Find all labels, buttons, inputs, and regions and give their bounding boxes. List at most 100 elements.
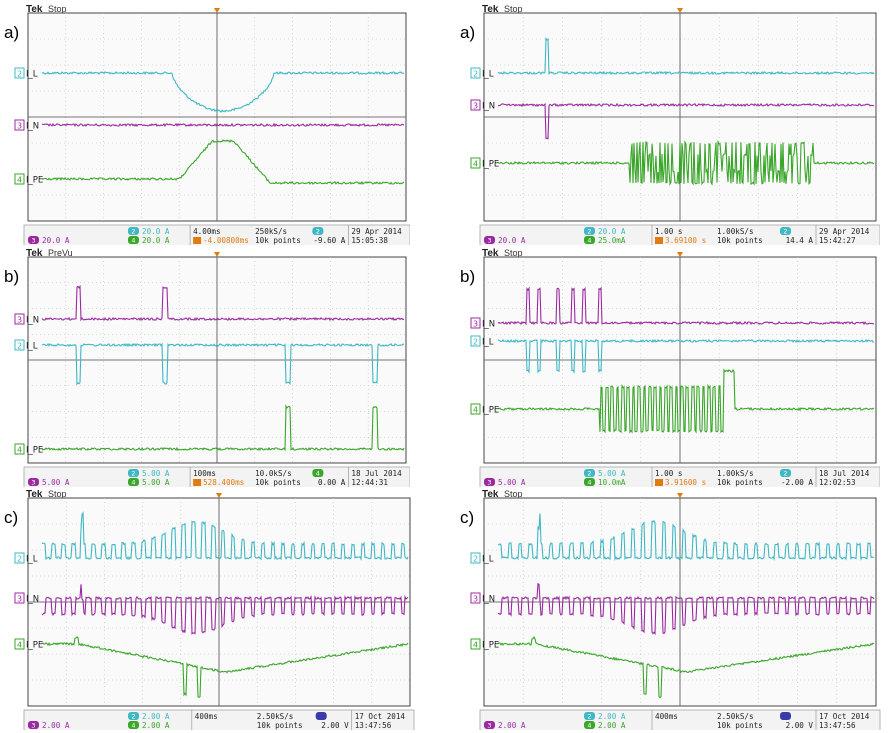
channel-marker: 3 <box>470 99 481 111</box>
trace-i-pe <box>498 139 875 186</box>
sample-rate: 2.50kS/s <box>257 712 294 721</box>
svg-text:4: 4 <box>17 176 22 185</box>
trace-i-n <box>41 584 409 635</box>
trace-i-n <box>497 102 874 140</box>
channel-badge: 2 <box>783 227 787 235</box>
channel-badge: 3 <box>31 478 35 486</box>
channel-badge: 2 <box>131 712 135 720</box>
series-label: I_L <box>26 70 38 80</box>
status-bar: 3 20.0 A 2 20.0 A 4 25.0mA 1.00 s 1.00kS/s 3.691… <box>479 224 880 245</box>
series-label: I_PE <box>26 176 43 186</box>
trigger-level: 0.00 A <box>318 478 346 487</box>
sample-rate: 2.50kS/s <box>717 712 754 721</box>
trace-i-pe <box>41 636 409 698</box>
ch2-scale: 20.0 A <box>598 227 626 236</box>
scope-screen: Tek Stop 2 I_L 3 I_N 4 I_PE 3 2.00 A 2 2.00 A 4 2.00 … <box>14 490 415 730</box>
svg-text:3: 3 <box>473 320 478 329</box>
svg-text:4: 4 <box>17 641 22 650</box>
record-length: 10k points <box>717 721 763 730</box>
svg-text:3: 3 <box>473 595 478 604</box>
panel-label: a) <box>460 23 476 42</box>
status-bar: 3 20.0 A 2 20.0 A 4 20.0 A 4.00ms 250kS/s -4.008… <box>23 224 410 245</box>
trace-i-l <box>41 342 404 386</box>
svg-text:4: 4 <box>473 641 478 650</box>
trace-i-pe <box>497 636 875 699</box>
capture-date: 17 Oct 2014 <box>819 712 870 721</box>
svg-text:4: 4 <box>473 406 478 415</box>
acquisition-state: Stop <box>48 490 67 499</box>
scope-panel-1: Tek Stop 2 I_L 3 I_N 4 I_PE 3 20.0 A 2 20.0 A 4 20.0 … <box>0 5 410 245</box>
scope-screen: Tek Stop 3 I_N 2 I_L 4 I_PE 3 5.00 A 2 5.00 A 4 10.0m… <box>470 248 880 487</box>
ch2-scale: 5.00 A <box>142 469 170 478</box>
record-length: 10k points <box>255 478 301 487</box>
ch3-scale: 5.00 A <box>498 478 526 487</box>
series-label: I_N <box>26 595 39 605</box>
scope-panel-5: Tek Stop 2 I_L 3 I_N 4 I_PE 3 2.00 A 2 2.00 A 4 2.00 … <box>0 490 430 730</box>
sample-rate: 10.0kS/s <box>255 469 292 478</box>
trigger-position-marker <box>216 493 222 498</box>
channel-badge: 4 <box>587 236 591 244</box>
ch3-scale: 20.0 A <box>498 236 526 245</box>
trigger-level: 2.00 V <box>321 721 349 730</box>
ch4-scale: 2.00 A <box>142 721 170 730</box>
series-label: I_N <box>482 595 495 605</box>
capture-date: 18 Jul 2014 <box>351 469 402 478</box>
svg-text:2: 2 <box>473 338 478 347</box>
record-length: 10k points <box>257 721 303 730</box>
scope-screen: Tek PreVu 3 I_N 2 I_L 4 I_PE 3 5.00 A 2 5.00 A 4 5.00… <box>14 248 410 487</box>
ch3-scale: 20.0 A <box>42 236 70 245</box>
capture-time: 12:02:53 <box>819 478 856 487</box>
ch4-scale: 20.0 A <box>142 236 170 245</box>
series-label: I_L <box>26 342 38 352</box>
capture-time: 15:42:27 <box>819 236 856 245</box>
timebase: 1.00 s <box>655 227 682 236</box>
capture-time: 13:47:56 <box>355 721 392 730</box>
svg-text:3: 3 <box>473 102 478 111</box>
trigger-position-marker <box>214 8 220 13</box>
series-label: I_N <box>26 316 39 326</box>
channel-badge: 4 <box>316 469 320 477</box>
capture-date: 29 Apr 2014 <box>819 227 870 236</box>
channel-marker: 4 <box>14 443 25 455</box>
ch3-scale: 2.00 A <box>42 721 70 730</box>
channel-badge: 3 <box>31 236 35 244</box>
scope-screen: Tek Stop 2 I_L 3 I_N 4 I_PE 3 2.00 A 2 2.00 A 4 2.00 … <box>470 490 881 730</box>
timebase: 1.00 s <box>655 469 682 478</box>
channel-marker: 3 <box>14 119 25 131</box>
brand-label: Tek <box>482 490 499 500</box>
channel-badge: 4 <box>131 721 135 729</box>
channel-badge: 2 <box>587 712 591 720</box>
series-label: I_N <box>482 102 495 112</box>
acquisition-state: Stop <box>504 248 523 258</box>
channel-badge: 4 <box>587 478 591 486</box>
trace-i-n <box>41 284 405 322</box>
scope-screen: Tek Stop 2 I_L 3 I_N 4 I_PE 3 20.0 A 2 20.0 A 4 20.0 … <box>14 5 410 245</box>
channel-marker: 4 <box>14 638 25 650</box>
ch2-scale: 20.0 A <box>142 227 170 236</box>
timebase: 4.00ms <box>193 227 220 236</box>
sample-rate: 250kS/s <box>255 227 287 236</box>
trigger-position: -4.00800ms <box>203 236 249 245</box>
acquisition-state: Stop <box>48 5 67 14</box>
ch4-scale: 25.0mA <box>598 236 626 245</box>
timebase: 400ms <box>655 712 678 721</box>
trigger-level: -2.00 A <box>781 478 813 487</box>
record-length: 10k points <box>717 236 763 245</box>
trigger-position-marker <box>677 252 683 257</box>
trace-i-n <box>497 583 875 636</box>
panel-label: a) <box>4 23 20 42</box>
svg-text:4: 4 <box>17 446 22 455</box>
series-label: I_L <box>482 338 494 348</box>
channel-badge: 4 <box>131 236 135 244</box>
series-label: I_PE <box>482 160 499 170</box>
acquisition-state: PreVu <box>48 248 73 258</box>
capture-date: 18 Jul 2014 <box>819 469 870 478</box>
channel-badge: 3 <box>487 721 491 729</box>
brand-label: Tek <box>26 248 43 259</box>
brand-label: Tek <box>26 490 43 500</box>
scope-panel-2: Tek Stop 2 I_L 3 I_N 4 I_PE 3 20.0 A 2 20.0 A 4 25.0m… <box>460 5 880 245</box>
capture-date: 17 Oct 2014 <box>355 712 406 721</box>
svg-text:3: 3 <box>17 316 22 325</box>
channel-marker: 2 <box>470 335 481 347</box>
scope-panel-4: Tek Stop 3 I_N 2 I_L 4 I_PE 3 5.00 A 2 5.00 A 4 10.0m… <box>460 247 880 487</box>
